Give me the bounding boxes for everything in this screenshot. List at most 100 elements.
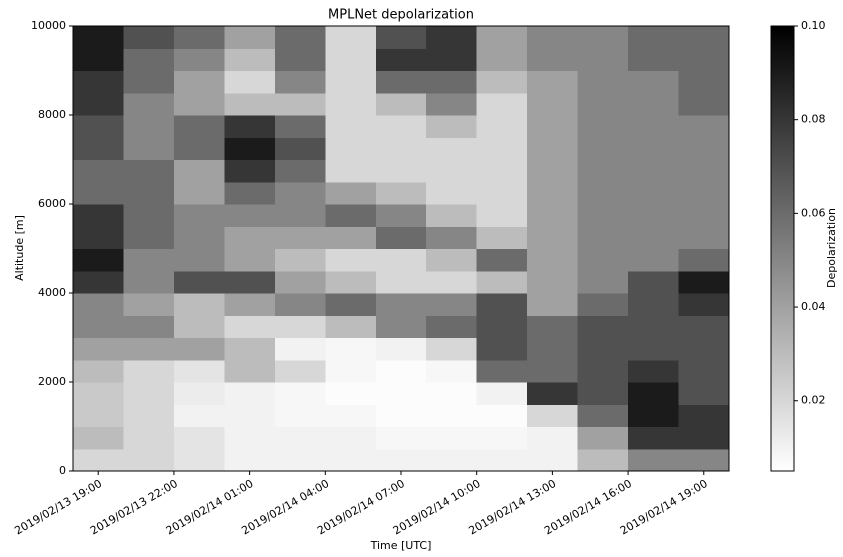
heatmap-cell [123, 293, 174, 316]
heatmap-cell [224, 160, 275, 183]
heatmap-cell [578, 26, 629, 49]
heatmap-cell [123, 115, 174, 138]
heatmap-cell [123, 427, 174, 450]
heatmap-cell [123, 449, 174, 472]
heatmap-cell [477, 137, 528, 160]
heatmap-cell [376, 48, 427, 71]
heatmap-cell [628, 115, 679, 138]
heatmap-cell [174, 137, 225, 160]
heatmap-cell [527, 204, 578, 227]
heatmap-cell [477, 382, 528, 405]
heatmap-cell [527, 137, 578, 160]
heatmap-cell [426, 338, 477, 361]
heatmap-cell [325, 26, 376, 49]
heatmap-cell [174, 182, 225, 205]
heatmap-cell [123, 382, 174, 405]
heatmap-cell [224, 204, 275, 227]
heatmap-cell [426, 160, 477, 183]
heatmap-cell [275, 249, 326, 272]
heatmap-cell [376, 26, 427, 49]
heatmap-cell [224, 338, 275, 361]
heatmap-cell [527, 182, 578, 205]
heatmap-cell [275, 338, 326, 361]
heatmap-cell [679, 427, 730, 450]
heatmap-cell [426, 249, 477, 272]
heatmap-cell [174, 160, 225, 183]
heatmap-cell [426, 226, 477, 249]
heatmap-cell [477, 115, 528, 138]
heatmap-cell [325, 182, 376, 205]
heatmap-cell [275, 360, 326, 383]
heatmap-cell [275, 115, 326, 138]
heatmap-cell [325, 204, 376, 227]
heatmap-cell [426, 26, 477, 49]
heatmap-cell [325, 137, 376, 160]
heatmap-cell [527, 226, 578, 249]
heatmap-cell [578, 71, 629, 94]
heatmap-cell [275, 315, 326, 338]
heatmap-cell [527, 160, 578, 183]
heatmap-cell [174, 315, 225, 338]
heatmap-cell [679, 293, 730, 316]
heatmap-cell [628, 48, 679, 71]
heatmap-cell [426, 204, 477, 227]
heatmap-cell [679, 404, 730, 427]
heatmap-cell [578, 204, 629, 227]
heatmap-cell [73, 427, 124, 450]
heatmap-cell [224, 71, 275, 94]
heatmap-cell [527, 360, 578, 383]
colorbar-tick-label: 0.06 [801, 206, 826, 219]
heatmap-cell [527, 315, 578, 338]
heatmap-cell [376, 204, 427, 227]
colorbar [771, 26, 794, 471]
heatmap-cell [325, 382, 376, 405]
heatmap-cell [73, 93, 124, 116]
heatmap-cell [325, 404, 376, 427]
heatmap-cell [174, 293, 225, 316]
heatmap-cell [224, 115, 275, 138]
heatmap-cell [679, 449, 730, 472]
heatmap-cell [123, 271, 174, 294]
heatmap-cell [73, 249, 124, 272]
heatmap-cell [174, 404, 225, 427]
heatmap-cell [426, 360, 477, 383]
heatmap-cell [224, 48, 275, 71]
heatmap-cell [174, 338, 225, 361]
heatmap-cell [628, 449, 679, 472]
heatmap-cell [376, 182, 427, 205]
heatmap-cell [325, 427, 376, 450]
heatmap-cell [224, 293, 275, 316]
heatmap-cell [224, 315, 275, 338]
heatmap-cell [123, 26, 174, 49]
y-tick-label: 0 [59, 464, 66, 477]
heatmap-cell [628, 160, 679, 183]
heatmap-cell [628, 271, 679, 294]
heatmap-cell [679, 360, 730, 383]
heatmap-cell [73, 71, 124, 94]
y-tick-label: 4000 [38, 286, 66, 299]
heatmap-cell [628, 226, 679, 249]
heatmap-cell [426, 137, 477, 160]
heatmap-cell [325, 115, 376, 138]
heatmap-cell [73, 271, 124, 294]
heatmap-cell [325, 93, 376, 116]
heatmap-cell [275, 271, 326, 294]
heatmap-cell [325, 71, 376, 94]
heatmap-cell [275, 71, 326, 94]
heatmap-cell [376, 427, 427, 450]
colorbar-tick-label: 0.10 [801, 19, 826, 32]
heatmap-cell [376, 160, 427, 183]
heatmap-cell [628, 182, 679, 205]
heatmap-cell [123, 93, 174, 116]
chart: MPLNet depolarization Time [UTC] Altitud… [0, 0, 843, 557]
heatmap-cell [578, 338, 629, 361]
heatmap-cell [578, 427, 629, 450]
heatmap-cell [376, 115, 427, 138]
y-tick-label: 10000 [31, 19, 66, 32]
heatmap-cell [578, 315, 629, 338]
heatmap-cell [628, 204, 679, 227]
heatmap-cell [123, 160, 174, 183]
heatmap-cell [224, 382, 275, 405]
heatmap-cell [73, 226, 124, 249]
heatmap-cell [275, 226, 326, 249]
